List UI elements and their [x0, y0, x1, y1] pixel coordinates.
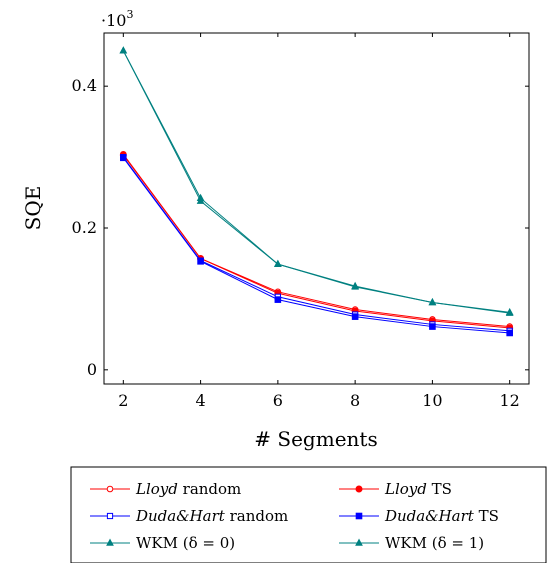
- data-point: [506, 329, 513, 337]
- x-axis-title: # Segments: [254, 427, 377, 451]
- legend-marker: [355, 485, 363, 493]
- data-point: [428, 298, 437, 306]
- y-multiplier-base: ·10: [101, 11, 126, 30]
- legend-label: Duda&Hart random: [135, 507, 288, 525]
- y-multiplier-label: ·103: [101, 8, 133, 30]
- legend-item: WKM (δ = 1): [339, 534, 484, 552]
- y-axis-title: SQE: [21, 186, 45, 231]
- data-point: [274, 296, 282, 303]
- y-multiplier-exponent: 3: [126, 8, 133, 21]
- series-6: [119, 46, 514, 316]
- y-tick-label: 0.2: [72, 218, 97, 237]
- legend-marker: [106, 538, 114, 546]
- legend-label: Lloyd random: [135, 480, 241, 498]
- data-point: [196, 196, 205, 204]
- y-tick-label: 0: [87, 360, 97, 379]
- series-line: [122, 154, 510, 329]
- x-tick-label: 2: [118, 391, 128, 410]
- series-line: [122, 50, 510, 313]
- series-3: [120, 153, 513, 334]
- data-point: [351, 282, 360, 290]
- series-line: [122, 157, 510, 334]
- data-point: [120, 154, 127, 162]
- plot-frame: [103, 32, 530, 385]
- legend-marker: [106, 512, 114, 520]
- y-tick-label: 0.4: [72, 76, 97, 95]
- series-2: [119, 151, 514, 332]
- data-point: [273, 259, 282, 267]
- legend-item: Duda&Hart random: [90, 507, 288, 525]
- legend-label: WKM (δ = 0): [136, 534, 235, 552]
- data-point: [197, 258, 204, 265]
- y-axis-ticks: 0 0.2 0.4: [72, 76, 529, 379]
- data-point: [429, 323, 436, 330]
- series-4: [120, 154, 513, 337]
- data-point: [351, 313, 359, 320]
- series-line: [122, 153, 510, 328]
- x-tick-label: 8: [350, 391, 360, 410]
- legend-label: Lloyd TS: [384, 480, 452, 498]
- legend-item: Duda&Hart TS: [339, 507, 499, 525]
- legend-item: WKM (δ = 0): [90, 534, 235, 552]
- plot-area: [119, 46, 514, 337]
- x-tick-label: 12: [500, 391, 520, 410]
- legend-label: Duda&Hart TS: [384, 507, 499, 525]
- series-5: [119, 46, 514, 316]
- legend: Lloyd random Lloyd TS Duda&Hart random Duda…: [70, 466, 547, 563]
- x-axis-ticks: 2 4 6 8 10 12: [118, 33, 520, 410]
- series-line: [122, 50, 510, 314]
- legend-label: WKM (δ = 1): [385, 534, 484, 552]
- data-point: [119, 46, 128, 54]
- legend-marker: [106, 485, 114, 493]
- series-1: [120, 150, 513, 330]
- x-tick-label: 10: [422, 391, 442, 410]
- legend-item: Lloyd TS: [339, 480, 452, 498]
- legend-item: Lloyd random: [90, 480, 241, 498]
- legend-marker: [355, 512, 363, 520]
- legend-marker: [355, 538, 363, 546]
- data-point: [505, 308, 514, 316]
- x-tick-label: 6: [273, 391, 283, 410]
- legend-frame: [70, 466, 547, 563]
- x-tick-label: 4: [195, 391, 205, 410]
